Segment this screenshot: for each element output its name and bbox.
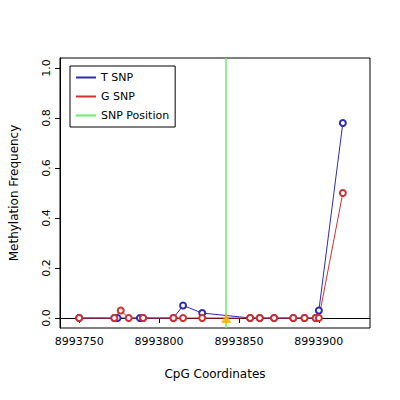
svg-text:SNP Position: SNP Position: [101, 109, 169, 122]
svg-text:G SNP: G SNP: [101, 90, 135, 103]
svg-text:0.0: 0.0: [40, 309, 53, 327]
svg-text:T SNP: T SNP: [100, 71, 133, 84]
svg-text:8993800: 8993800: [135, 335, 184, 348]
svg-text:0.4: 0.4: [40, 209, 53, 227]
svg-text:CpG Coordinates: CpG Coordinates: [164, 367, 265, 381]
svg-text:0.6: 0.6: [40, 159, 53, 177]
svg-text:Methylation Frequency: Methylation Frequency: [7, 125, 21, 262]
svg-text:8993900: 8993900: [294, 335, 343, 348]
svg-text:1.0: 1.0: [40, 59, 53, 77]
svg-text:0.2: 0.2: [40, 259, 53, 277]
svg-text:8993750: 8993750: [55, 335, 104, 348]
svg-text:8993850: 8993850: [214, 335, 263, 348]
svg-text:0.8: 0.8: [40, 109, 53, 127]
